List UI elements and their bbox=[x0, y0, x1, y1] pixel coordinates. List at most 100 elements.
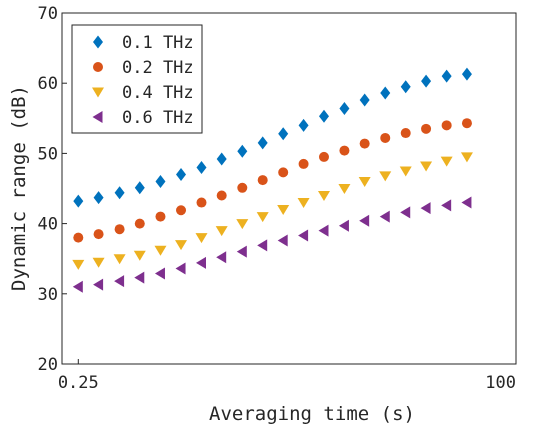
data-point bbox=[421, 74, 432, 88]
data-point bbox=[196, 197, 207, 208]
data-point bbox=[461, 118, 472, 129]
data-point bbox=[339, 145, 350, 156]
legend-label: 0.2 THz bbox=[122, 58, 194, 78]
data-point bbox=[134, 271, 145, 284]
data-point bbox=[176, 205, 187, 216]
data-point bbox=[359, 214, 370, 227]
data-point bbox=[380, 86, 391, 100]
data-point bbox=[400, 128, 411, 139]
x-tick-label: 100 bbox=[485, 373, 516, 393]
data-point bbox=[278, 127, 289, 141]
y-axis-label: Dynamic range (dB) bbox=[8, 85, 30, 291]
data-point bbox=[441, 120, 452, 131]
data-point bbox=[441, 69, 452, 83]
data-point bbox=[73, 232, 84, 243]
data-point bbox=[216, 152, 227, 166]
data-point bbox=[338, 219, 349, 232]
data-point bbox=[460, 152, 473, 163]
axis-ticks: 20 30 40 50 60 70 0.25 100 bbox=[38, 4, 517, 393]
data-point bbox=[420, 161, 433, 172]
data-point bbox=[338, 184, 351, 194]
data-point bbox=[114, 275, 125, 288]
data-point bbox=[257, 136, 268, 150]
data-point bbox=[358, 176, 371, 187]
data-point bbox=[421, 123, 432, 134]
data-point bbox=[113, 254, 126, 265]
data-point bbox=[379, 210, 390, 223]
data-point bbox=[237, 144, 248, 158]
x-axis-label: Averaging time (s) bbox=[209, 403, 415, 425]
data-point bbox=[379, 171, 392, 182]
data-point bbox=[73, 194, 84, 208]
data-point bbox=[215, 226, 228, 237]
data-point bbox=[298, 158, 309, 169]
data-point bbox=[359, 138, 370, 149]
data-point bbox=[298, 118, 309, 132]
legend-marker bbox=[92, 111, 103, 123]
data-marks bbox=[72, 67, 473, 293]
data-point bbox=[236, 245, 247, 258]
data-point bbox=[359, 93, 370, 107]
data-point bbox=[236, 219, 249, 230]
data-point bbox=[93, 229, 104, 240]
plot-area-frame bbox=[61, 12, 517, 365]
data-point bbox=[441, 199, 452, 212]
data-point bbox=[297, 198, 310, 209]
series-0-4-thz bbox=[72, 152, 473, 270]
data-point bbox=[400, 80, 411, 94]
data-point bbox=[134, 181, 145, 195]
data-point bbox=[256, 212, 269, 223]
data-point bbox=[133, 250, 146, 261]
data-point bbox=[114, 224, 125, 235]
data-point bbox=[176, 167, 187, 181]
data-point bbox=[195, 256, 206, 269]
y-tick-label: 40 bbox=[38, 215, 58, 235]
y-tick-label: 30 bbox=[38, 285, 58, 305]
data-point bbox=[278, 167, 289, 178]
data-point bbox=[216, 190, 227, 201]
data-point bbox=[154, 267, 165, 280]
legend-label: 0.1 THz bbox=[122, 33, 194, 53]
data-point bbox=[400, 206, 411, 219]
data-point bbox=[277, 205, 290, 216]
legend-label: 0.6 THz bbox=[122, 108, 194, 128]
data-point bbox=[114, 186, 125, 200]
data-point bbox=[92, 257, 105, 268]
data-point bbox=[93, 278, 104, 291]
data-point bbox=[237, 182, 248, 193]
data-point bbox=[461, 67, 472, 81]
legend: 0.1 THz 0.2 THz 0.4 THz 0.6 THz bbox=[71, 24, 203, 134]
data-point bbox=[461, 196, 472, 209]
legend-label: 0.4 THz bbox=[122, 83, 194, 103]
data-point bbox=[72, 259, 85, 270]
data-point bbox=[317, 191, 330, 202]
data-point bbox=[339, 101, 350, 115]
data-point bbox=[257, 239, 268, 252]
data-point bbox=[277, 234, 288, 247]
y-tick-label: 50 bbox=[38, 144, 58, 164]
data-point bbox=[134, 218, 145, 229]
data-point bbox=[318, 151, 329, 162]
legend-marker bbox=[93, 62, 103, 72]
data-point bbox=[154, 245, 167, 256]
data-point bbox=[298, 229, 309, 242]
y-tick-label: 60 bbox=[38, 74, 58, 94]
y-tick-label: 20 bbox=[38, 355, 58, 375]
x-tick-label: 0.25 bbox=[58, 373, 99, 393]
data-point bbox=[155, 211, 166, 222]
data-point bbox=[440, 156, 453, 167]
data-point bbox=[399, 166, 412, 177]
data-point bbox=[380, 132, 391, 143]
data-point bbox=[257, 175, 268, 186]
data-point bbox=[175, 262, 186, 275]
legend-box bbox=[71, 24, 203, 134]
legend-marker bbox=[92, 87, 104, 98]
data-point bbox=[318, 224, 329, 237]
data-point bbox=[175, 240, 188, 251]
series-0-2-thz bbox=[73, 118, 472, 243]
series-0-6-thz bbox=[72, 196, 472, 293]
data-point bbox=[195, 233, 208, 244]
data-point bbox=[318, 109, 329, 123]
data-point bbox=[155, 174, 166, 188]
